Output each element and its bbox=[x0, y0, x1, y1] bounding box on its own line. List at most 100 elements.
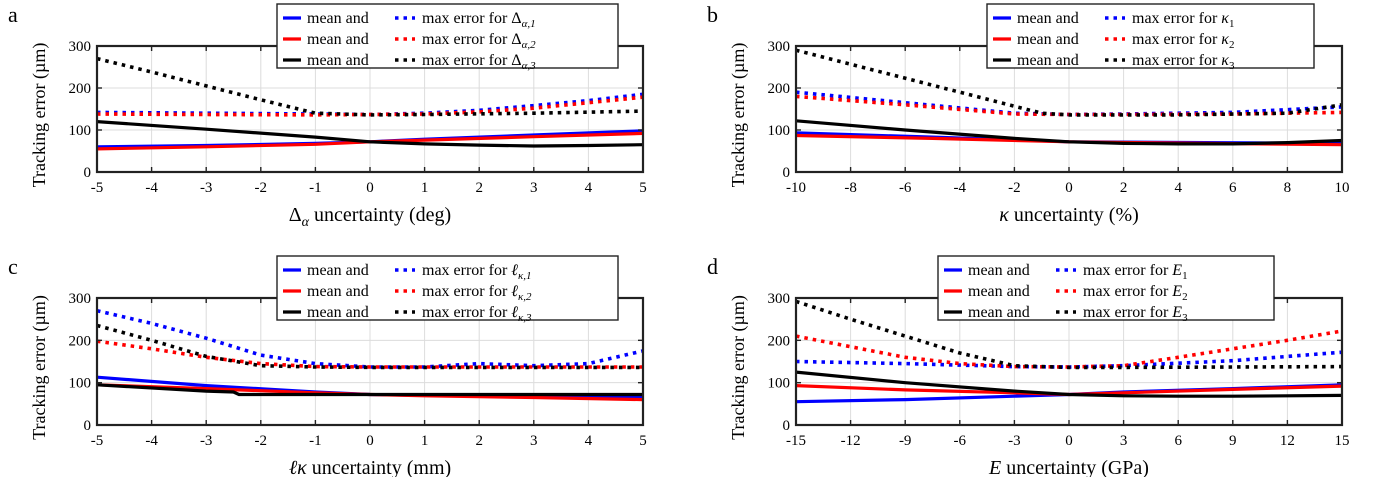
y-tick-label: 100 bbox=[768, 376, 791, 392]
y-tick-label: 300 bbox=[768, 39, 791, 55]
max-error-line-3 bbox=[97, 323, 643, 370]
series-group bbox=[796, 299, 1342, 404]
legend-max-text: max error for bbox=[422, 304, 511, 321]
x-tick-label: 4 bbox=[585, 180, 593, 196]
max-error-line-2 bbox=[97, 95, 643, 117]
x-tick-label: 5 bbox=[639, 180, 647, 196]
x-tick-label: -2 bbox=[1008, 180, 1021, 196]
legend-max-text: max error for bbox=[422, 283, 511, 300]
legend-max-text: max error for bbox=[1083, 304, 1172, 321]
x-tick-label: 2 bbox=[475, 180, 483, 196]
legend-max-label: max error for κ3 bbox=[1132, 52, 1235, 72]
legend-mean-label: mean and bbox=[307, 31, 369, 48]
y-tick-label: 200 bbox=[768, 81, 791, 97]
legend-symbol: ℓ bbox=[511, 262, 518, 279]
x-tick-label: -5 bbox=[91, 180, 104, 196]
x-tick-label: 12 bbox=[1280, 433, 1295, 449]
x-tick-label: 0 bbox=[1065, 180, 1073, 196]
x-tick-label: -15 bbox=[786, 433, 806, 449]
y-tick-label: 200 bbox=[768, 333, 791, 349]
x-tick-label: 4 bbox=[585, 433, 593, 449]
legend-subscript: α,2 bbox=[522, 39, 537, 51]
legend-max-label: max error for E2 bbox=[1083, 283, 1188, 303]
panel-c: -5 -4 -3 -2 -1 0 1 2 3 4 5 0 100 200 300 Tracking error… bbox=[8, 254, 647, 477]
legend-max-label: max error for Δα,1 bbox=[422, 10, 536, 30]
x-axis-text: uncertainty (GPa) bbox=[1001, 457, 1149, 477]
x-tick-label: 2 bbox=[1120, 180, 1128, 196]
legend-max-label: max error for E3 bbox=[1083, 304, 1188, 324]
x-axis-symbol: E bbox=[988, 457, 1001, 477]
legend-subscript: κ,1 bbox=[518, 270, 532, 282]
legend-max-text: max error for bbox=[1083, 262, 1172, 279]
legend-max-text: max error for bbox=[422, 262, 511, 279]
x-tick-label: 1 bbox=[421, 433, 429, 449]
legend-mean-label: mean and bbox=[307, 52, 369, 69]
x-axis-label: E uncertainty (GPa) bbox=[988, 457, 1149, 477]
legend-subscript: κ,3 bbox=[518, 312, 532, 324]
y-tick-label: 100 bbox=[69, 123, 92, 139]
x-tick-label: 4 bbox=[1174, 180, 1182, 196]
legend-subscript: 2 bbox=[1229, 39, 1235, 51]
legend-subscript: α,1 bbox=[522, 18, 536, 30]
legend-symbol: ℓ bbox=[511, 283, 518, 300]
x-axis-symbol: ℓκ bbox=[289, 457, 307, 477]
y-tick-label: 100 bbox=[69, 376, 92, 392]
legend-subscript: α,3 bbox=[522, 60, 537, 72]
legend-box bbox=[986, 3, 1315, 69]
legend-subscript: 1 bbox=[1229, 18, 1235, 30]
panel-a: -5 -4 -3 -2 -1 0 1 2 3 4 5 0 100 200 300 Tracking error… bbox=[8, 2, 647, 230]
max-error-line-1 bbox=[97, 308, 643, 369]
y-tick-label: 0 bbox=[783, 165, 791, 181]
y-tick-label: 100 bbox=[768, 123, 791, 139]
legend-box bbox=[276, 255, 619, 321]
x-tick-label: 3 bbox=[530, 433, 538, 449]
legend-subscript: 1 bbox=[1182, 270, 1188, 282]
x-tick-label: 6 bbox=[1229, 180, 1237, 196]
legend-mean-label: mean and bbox=[307, 304, 369, 321]
legend-max-text: max error for bbox=[1132, 52, 1221, 69]
x-tick-label: 9 bbox=[1229, 433, 1237, 449]
x-tick-label: 3 bbox=[1120, 433, 1128, 449]
x-tick-label: 10 bbox=[1335, 180, 1350, 196]
x-tick-label: -3 bbox=[1008, 433, 1021, 449]
legend-symbol: κ bbox=[1221, 10, 1229, 27]
mean-error-line-3 bbox=[796, 119, 1342, 146]
mean-error-line-3 bbox=[97, 120, 643, 148]
x-tick-label: 0 bbox=[1065, 433, 1073, 449]
legend-mean-label: mean and bbox=[307, 262, 369, 279]
x-tick-label: 0 bbox=[366, 433, 374, 449]
legend-max-label: max error for E1 bbox=[1083, 262, 1188, 282]
legend-mean-label: mean and bbox=[1017, 31, 1079, 48]
x-tick-label: -12 bbox=[841, 433, 861, 449]
legend-max-label: max error for κ2 bbox=[1132, 31, 1234, 51]
mean-error-line-3 bbox=[796, 370, 1342, 398]
legend-symbol: κ bbox=[1221, 52, 1229, 69]
legend: mean and max error for Δα,1 mean and max er… bbox=[276, 3, 619, 72]
x-axis-label: Δα uncertainty (deg) bbox=[289, 204, 451, 230]
legend-mean-label: mean and bbox=[307, 283, 369, 300]
legend-subscript: κ,2 bbox=[518, 291, 532, 303]
legend-mean-label: mean and bbox=[968, 283, 1030, 300]
legend-max-text: max error for bbox=[1132, 31, 1221, 48]
x-tick-label: -4 bbox=[145, 180, 158, 196]
legend-symbol: ℓ bbox=[511, 304, 518, 321]
legend-mean-label: mean and bbox=[307, 10, 369, 27]
x-tick-label: -8 bbox=[844, 180, 857, 196]
x-tick-label: 3 bbox=[530, 180, 538, 196]
y-tick-label: 200 bbox=[69, 333, 92, 349]
panel-label: d bbox=[707, 254, 718, 279]
x-axis-label: κ uncertainty (%) bbox=[999, 204, 1139, 226]
x-axis-symbol: κ bbox=[999, 204, 1009, 226]
legend-max-text: max error for bbox=[422, 10, 511, 27]
legend-mean-label: mean and bbox=[1017, 52, 1079, 69]
x-axis-text: uncertainty (deg) bbox=[309, 204, 451, 226]
y-tick-label: 0 bbox=[84, 418, 92, 434]
x-tick-label: -2 bbox=[255, 180, 268, 196]
x-tick-label: -10 bbox=[786, 180, 806, 196]
panel-label: a bbox=[8, 2, 18, 27]
legend-symbol: E bbox=[1171, 304, 1182, 321]
x-tick-label: 6 bbox=[1174, 433, 1182, 449]
